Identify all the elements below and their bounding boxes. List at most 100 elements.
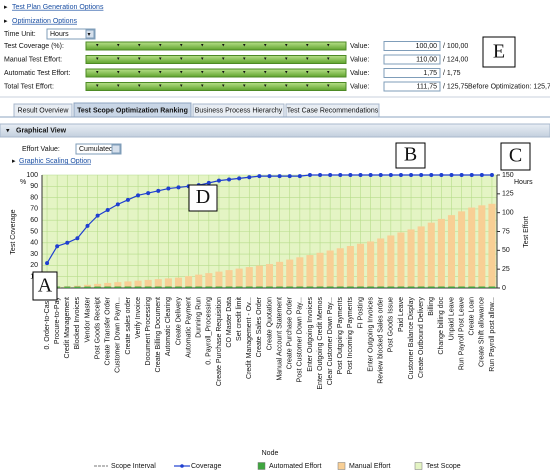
bar-manual [104,282,112,287]
bar-manual [306,255,314,287]
bar-manual [326,250,334,287]
x-tick-label: Automatic Clearing [165,297,172,356]
dropdown-arrow[interactable] [111,144,121,154]
legend-swatch [337,462,346,470]
expand-icon[interactable]: ▸ [12,158,16,165]
slider-tick: ▾ [327,83,330,89]
slider-tick: ▾ [180,42,183,48]
y-axis-title: Test Coverage [10,209,17,254]
annotation-box [395,142,426,169]
x-tick-label: Credit Management - Ov... [246,297,253,379]
slider-tick: ▾ [243,56,246,62]
x-tick-label: Create Quotation [266,297,273,350]
x-tick-label: FI Posting [357,297,364,329]
bar-manual [468,207,476,287]
label: Manual Test Effort: [4,56,62,63]
x-tick-label: Create Transfer Order [105,296,112,365]
before-value: Before Optimization: 125,75 [468,83,550,90]
slider-tick: ▾ [327,56,330,62]
bar-manual [488,203,496,287]
coverage-point [75,236,80,241]
input[interactable] [383,68,441,78]
bar-automated [63,287,71,288]
annotation-box [188,184,218,212]
coverage-point [328,173,333,177]
slider-tick: ▾ [306,42,309,48]
slider-tick: ▾ [201,83,204,89]
x-axis-title: Node [262,450,279,457]
dropdown-arrow[interactable] [85,29,95,39]
expand-icon[interactable]: ▸ [4,4,8,11]
x-tick-label: Create Outbound Delivery [418,297,425,378]
chart: 01020304050607080901000255075100125150%T… [10,172,533,470]
tab-label: Business Process Hierarchy [195,107,283,114]
x-tick-label: Billing [428,297,435,316]
coverage-point [267,174,272,179]
bar-manual [144,279,152,287]
legend-label: Coverage [191,463,221,470]
x-tick-label: Verify Invoice [135,297,142,339]
link[interactable]: Graphic Scaling Option [19,158,91,165]
x-tick-label: Create Sales Order [256,296,263,357]
slider-tick: ▾ [138,83,141,89]
y2-tick-label: 100 [502,210,514,217]
slider-tick: ▾ [243,83,246,89]
slider-rows: Test Coverage (%): ▾ ▾ ▾ ▾ ▾ ▾ ▾ ▾ ▾ ▾ ▾ ▾ Value: 100,… [4,41,550,92]
coverage-point [489,173,494,177]
slider[interactable] [85,82,347,91]
y-unit: % [20,179,26,186]
input[interactable] [383,41,441,51]
coverage-point [115,202,120,207]
slider[interactable] [85,55,347,64]
slider-tick: ▾ [159,42,162,48]
slider-tick: ▾ [285,69,288,75]
y-tick-label: 70 [30,206,38,213]
bar-manual [387,235,395,287]
input[interactable] [383,81,441,92]
bar-manual [447,215,456,287]
y-tick-label: 60 [30,217,38,224]
coverage-point [105,208,110,213]
coverage-point [459,173,464,177]
bar-manual [124,281,132,287]
coverage-point [479,173,484,177]
annotation: B [404,144,417,166]
slider[interactable] [85,68,347,78]
x-tick-label: Enter Outgoing Invoices [307,297,314,372]
y-tick-label: 50 [30,228,38,235]
coverage-point [55,244,60,249]
annotation-box [32,271,58,301]
dropdown[interactable] [75,143,122,155]
x-tick-label: Automatic Payment [185,297,192,358]
coverage-point [439,173,444,177]
coverage-point [449,173,454,177]
y2-tick-label: 125 [502,191,514,198]
input-value: 110,00 [416,56,437,63]
coverage-point [247,175,252,180]
slider-tick: ▾ [138,42,141,48]
expand-icon[interactable]: ▸ [4,18,8,25]
link[interactable]: Optimization Options [12,18,77,25]
bar-manual [235,268,243,287]
slider[interactable] [85,41,347,51]
slider-tick: ▾ [264,69,267,75]
legend-label: Scope Interval [111,463,156,470]
bar-manual [195,274,203,287]
slider-tick: ▾ [201,56,204,62]
coverage-point [409,173,414,177]
coverage-point [257,174,262,179]
dropdown[interactable] [46,28,96,40]
link[interactable]: Test Plan Generation Options [12,4,104,11]
panel-header[interactable] [0,123,550,138]
bar-manual [316,252,324,287]
input[interactable] [383,54,441,65]
bar-manual [185,276,193,287]
x-tick-label: Create Purchase Requisition [216,297,223,386]
bar-automated [73,287,81,288]
x-tick-label: Procure-to-Pay [54,297,61,345]
slider-tick: ▾ [117,56,120,62]
coverage-point [348,173,353,177]
annotation: C [509,145,522,167]
x-tick-label: Run Payroll post allow... [489,297,496,372]
x-tick-label: Change billing doc [438,297,445,355]
